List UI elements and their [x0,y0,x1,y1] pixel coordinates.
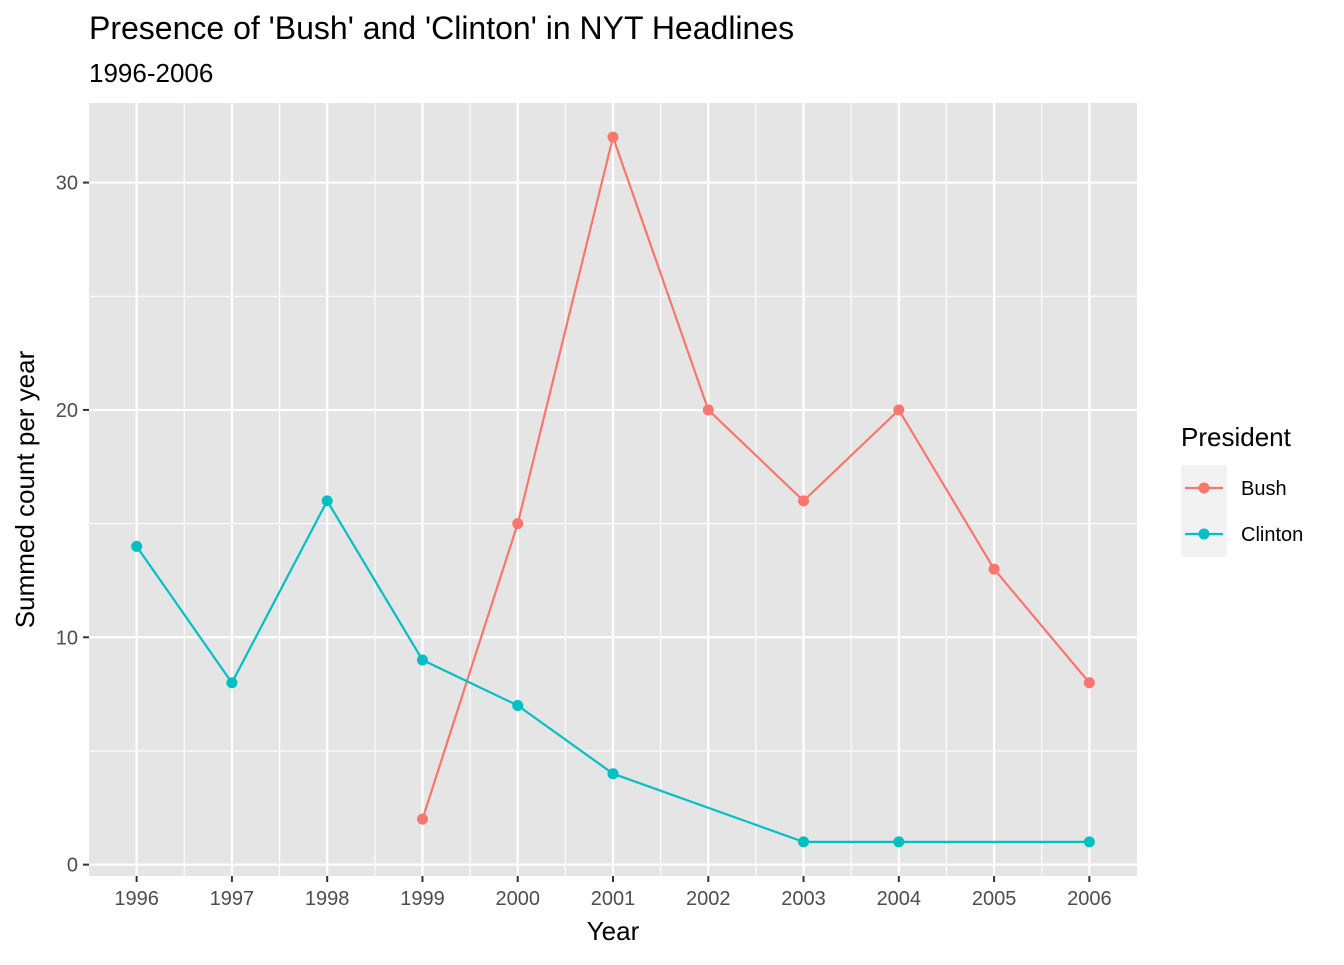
y-tick-label: 20 [56,400,78,422]
legend-title: President [1181,422,1292,452]
x-tick-label: 1997 [210,888,255,910]
data-point-clinton [131,540,143,552]
legend-point-clinton [1198,528,1210,540]
data-point-bush [702,404,714,416]
series-layer [131,131,1095,848]
y-tick-label: 30 [56,173,78,195]
data-point-clinton [416,654,428,666]
data-point-bush [1083,677,1095,689]
data-point-clinton [607,768,619,780]
data-point-clinton [798,836,810,848]
data-point-clinton [226,677,238,689]
data-point-bush [988,563,1000,575]
chart-subtitle: 1996-2006 [89,58,213,88]
x-tick-label: 1996 [114,888,159,910]
x-tick-label: 2004 [877,888,922,910]
grid-lines [89,103,1137,876]
y-tick-label: 10 [56,627,78,649]
x-tick-label: 2005 [972,888,1017,910]
x-axis-title: Year [587,916,640,946]
data-point-bush [512,518,524,530]
data-point-clinton [1083,836,1095,848]
x-tick-label: 2000 [495,888,540,910]
data-point-bush [893,404,905,416]
data-point-bush [798,495,810,507]
legend-label-bush: Bush [1241,478,1287,500]
legend: President Bush Clinton [1181,422,1303,557]
data-point-clinton [321,495,333,507]
chart-title: Presence of 'Bush' and 'Clinton' in NYT … [89,10,794,46]
x-tick-label: 2003 [781,888,826,910]
axes: 1996 1997 1998 1999 2000 2001 2002 2003 2004 2005… [56,173,1112,910]
y-axis-title: Summed count per year [10,350,40,628]
legend-point-bush [1198,482,1210,494]
data-point-bush [416,813,428,825]
x-tick-label: 2002 [686,888,731,910]
y-tick-label: 0 [67,855,78,877]
series-line-bush [421,136,1091,820]
data-point-bush [607,131,619,143]
x-tick-label: 1998 [305,888,350,910]
x-tick-label: 2001 [591,888,636,910]
data-point-clinton [893,836,905,848]
legend-label-clinton: Clinton [1241,524,1303,546]
x-tick-label: 1999 [400,888,445,910]
x-tick-label: 2006 [1067,888,1112,910]
data-point-clinton [512,699,524,711]
